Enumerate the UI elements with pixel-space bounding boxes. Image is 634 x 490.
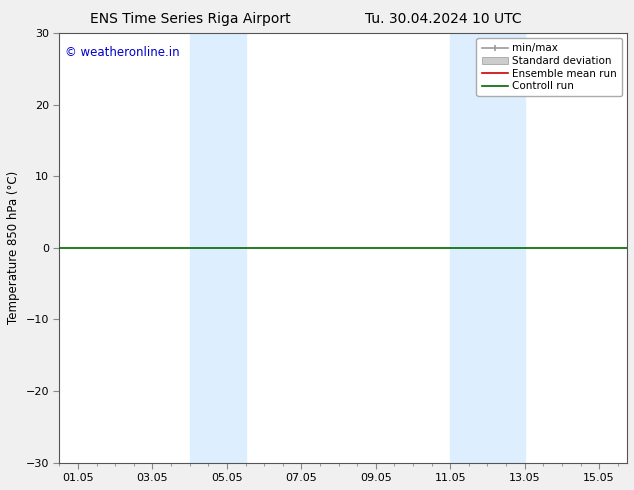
- Legend: min/max, Standard deviation, Ensemble mean run, Controll run: min/max, Standard deviation, Ensemble me…: [477, 38, 622, 97]
- Bar: [450, 33, 525, 463]
- Text: © weatheronline.in: © weatheronline.in: [65, 46, 179, 59]
- Bar: [190, 33, 245, 463]
- Text: Tu. 30.04.2024 10 UTC: Tu. 30.04.2024 10 UTC: [365, 12, 522, 26]
- Text: ENS Time Series Riga Airport: ENS Time Series Riga Airport: [90, 12, 290, 26]
- Y-axis label: Temperature 850 hPa (°C): Temperature 850 hPa (°C): [7, 171, 20, 324]
